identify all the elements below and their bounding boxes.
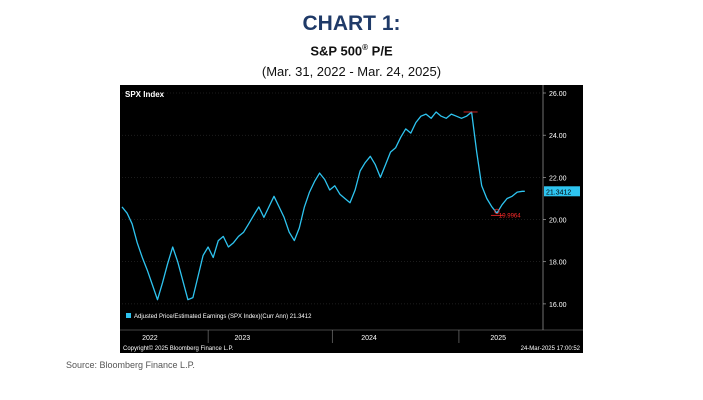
low-marker-circle [494,208,500,214]
timestamp-text: 24-Mar-2025 17:00:52 [521,346,581,352]
year-label: 2023 [235,335,251,342]
legend-swatch [126,313,131,318]
last-value-label: 21.3412 [546,189,571,196]
y-axis: 26.00 24.00 22.00 20.00 18.00 16.00 21.3412 [542,85,580,330]
grid-lines [122,92,540,305]
chart-subtitle: S&P 500® P/E [0,43,703,58]
last-value-tag [544,186,580,197]
x-axis: 2022 2023 2024 2025 [120,329,583,343]
chart-title: CHART 1: [302,12,401,35]
subtitle-main: S&P 500 [310,43,363,59]
y-tick-label: 26.00 [549,91,567,98]
chart-panel: 19.9964 26.00 24.00 22.00 20.00 18.00 16.00 21… [120,85,583,353]
pe-series-line [121,111,525,301]
y-tick-label: 18.00 [549,260,567,267]
year-label: 2022 [142,335,158,342]
markers: 19.9964 [463,111,521,219]
pe-chart: 19.9964 26.00 24.00 22.00 20.00 18.00 16.00 21… [120,85,583,353]
registered-mark: ® [362,43,369,52]
y-tick-label: 20.00 [549,218,567,225]
subtitle-suffix: P/E [368,43,393,59]
chart-background [120,85,583,353]
date-range: (Mar. 31, 2022 - Mar. 24, 2025) [261,64,442,79]
copyright-text: Copyright© 2025 Bloomberg Finance L.P. [123,345,234,352]
low-value-label: 19.9964 [499,213,521,219]
year-label: 2024 [361,335,377,342]
y-tick-label: 22.00 [549,175,567,182]
year-label: 2025 [490,335,506,342]
y-tick-label: 16.00 [549,302,567,309]
legend-text: Adjusted Price/Estimated Earnings (SPX I… [134,314,312,320]
y-tick-label: 24.00 [549,133,567,140]
security-label: SPX Index [125,90,165,99]
source-note: Source: Bloomberg Finance L.P. [66,360,195,370]
